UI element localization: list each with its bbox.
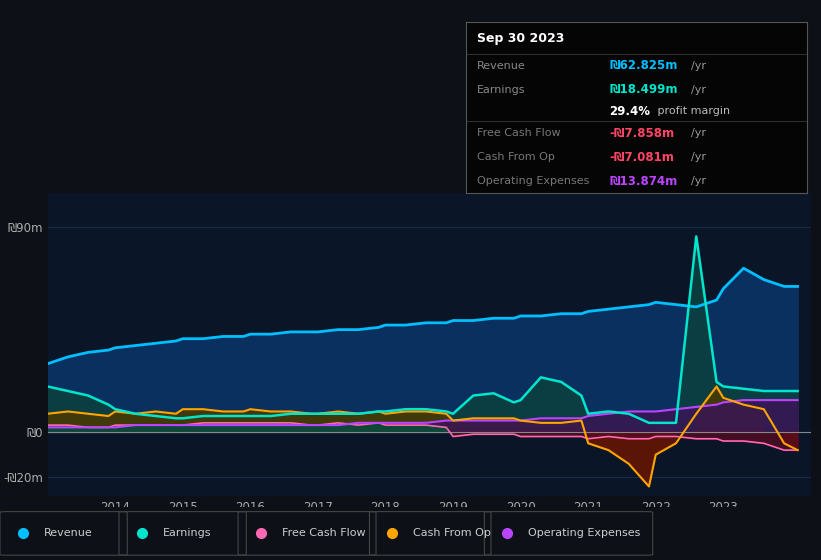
Text: -₪7.081m: -₪7.081m xyxy=(609,151,674,164)
Text: /yr: /yr xyxy=(691,152,706,162)
Text: Cash From Op: Cash From Op xyxy=(413,529,491,538)
Text: Free Cash Flow: Free Cash Flow xyxy=(476,128,560,138)
Text: 29.4%: 29.4% xyxy=(609,105,650,118)
Text: /yr: /yr xyxy=(691,176,706,186)
Text: -₪7.858m: -₪7.858m xyxy=(609,127,675,139)
Text: ₪62.825m: ₪62.825m xyxy=(609,59,678,72)
Text: Revenue: Revenue xyxy=(476,60,525,71)
Text: ₪18.499m: ₪18.499m xyxy=(609,83,678,96)
Text: Earnings: Earnings xyxy=(476,85,525,95)
Text: Operating Expenses: Operating Expenses xyxy=(528,529,640,538)
Text: /yr: /yr xyxy=(691,85,706,95)
Text: Operating Expenses: Operating Expenses xyxy=(476,176,589,186)
Text: Revenue: Revenue xyxy=(44,529,92,538)
Text: Free Cash Flow: Free Cash Flow xyxy=(282,529,365,538)
Text: profit margin: profit margin xyxy=(654,106,730,116)
Text: ₪13.874m: ₪13.874m xyxy=(609,175,677,188)
Text: /yr: /yr xyxy=(691,128,706,138)
Text: /yr: /yr xyxy=(691,60,706,71)
Text: Earnings: Earnings xyxy=(163,529,211,538)
Text: Cash From Op: Cash From Op xyxy=(476,152,554,162)
Text: Sep 30 2023: Sep 30 2023 xyxy=(476,31,564,45)
